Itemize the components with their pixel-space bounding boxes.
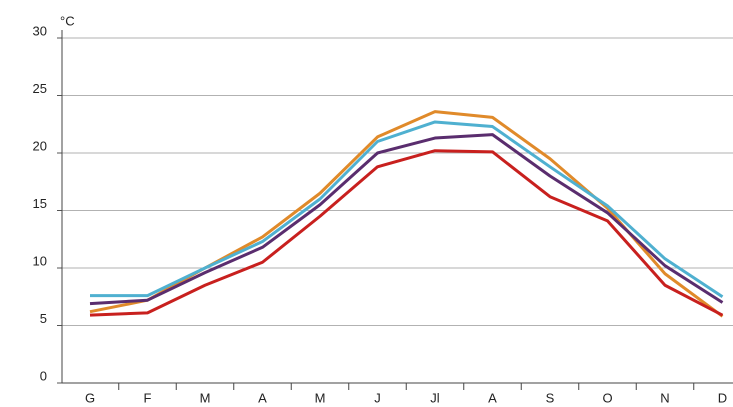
x-tick-label: J	[374, 390, 381, 405]
y-tick-label: 30	[33, 23, 47, 38]
y-tick-label: 0	[40, 368, 47, 383]
series-line	[89, 133, 724, 306]
y-tick-label: 15	[33, 196, 47, 211]
x-tick-label: G	[85, 390, 95, 405]
x-tick-label: S	[546, 390, 555, 405]
x-tick-label: A	[488, 390, 497, 405]
x-tick-label: F	[144, 390, 152, 405]
y-tick-label: 10	[33, 253, 47, 268]
x-tick-label: A	[258, 390, 267, 405]
x-tick-label: Jl	[430, 390, 440, 405]
y-tick-label: 20	[33, 138, 47, 153]
series-line	[89, 149, 724, 317]
y-tick-label: 25	[33, 81, 47, 96]
x-tick-label: D	[718, 390, 727, 405]
x-tick-label: N	[660, 390, 669, 405]
series-line	[89, 110, 724, 318]
x-tick-label: M	[200, 390, 211, 405]
y-tick-label: 5	[40, 311, 47, 326]
series-line	[90, 120, 724, 299]
x-tick-label: O	[602, 390, 612, 405]
y-unit: °C	[60, 13, 75, 28]
x-tick-label: M	[315, 390, 326, 405]
